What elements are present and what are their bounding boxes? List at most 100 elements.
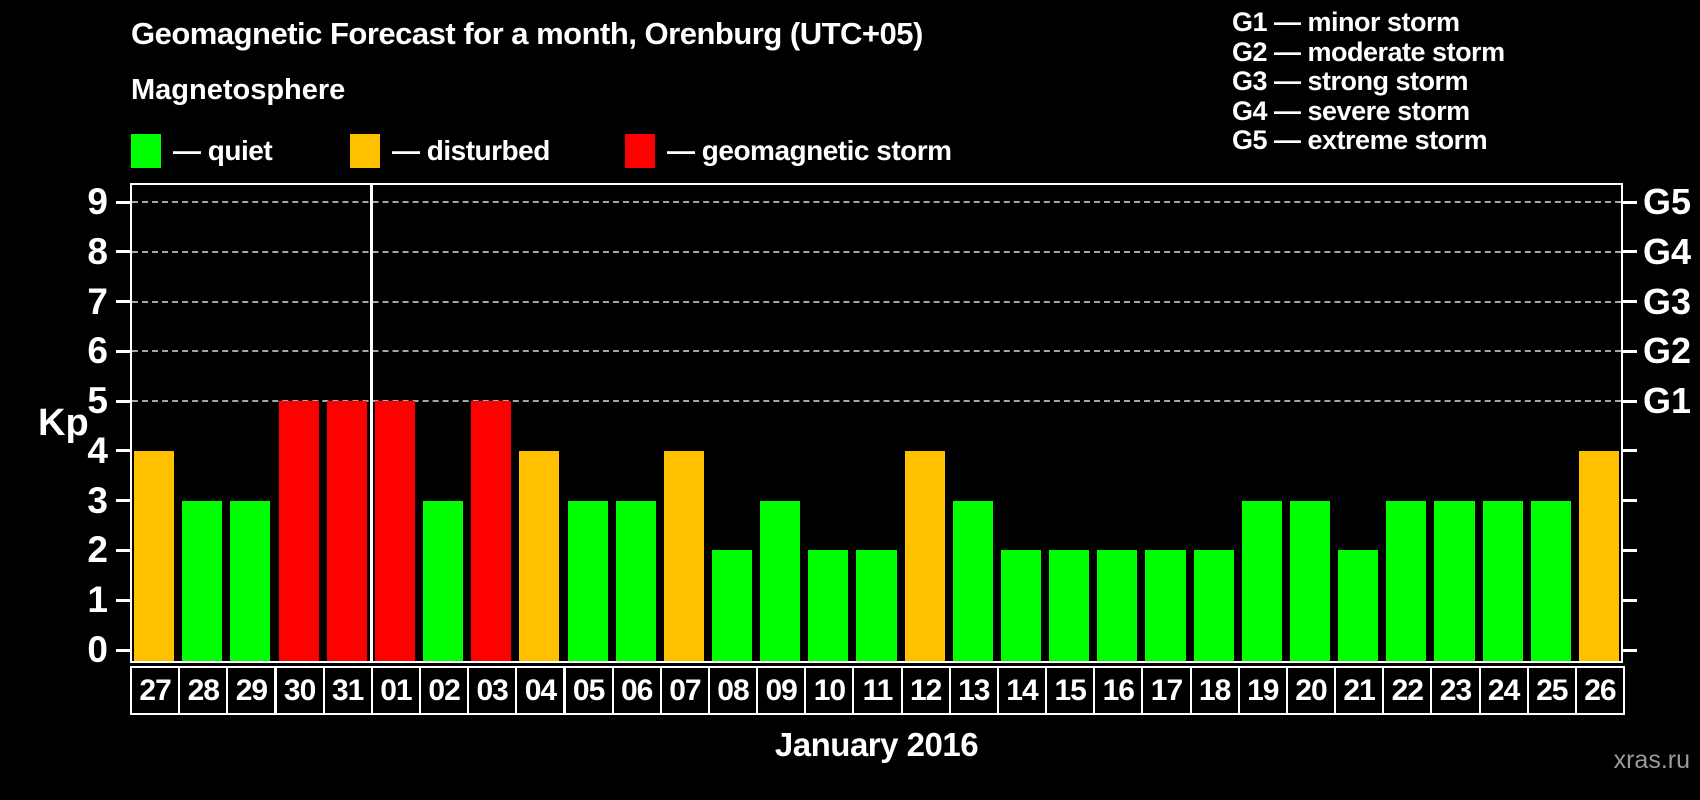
day-label: 03 [467,666,518,715]
kp-bar [904,450,945,661]
y-axis-tick [116,548,130,552]
y-axis-tick [116,648,130,652]
y-axis-tick [116,349,130,353]
kp-bar [471,401,512,661]
kp-gridline [132,350,1621,353]
kp-bar [1289,500,1331,661]
quiet-color-swatch [131,134,161,168]
kp-bar [567,500,608,661]
kp-bar [1530,500,1571,661]
day-label: 20 [1285,666,1337,715]
kp-bar [1145,550,1186,661]
g-scale-label: G3 [1643,280,1692,322]
disturbed-legend-label: — disturbed [392,135,550,166]
y-axis-tick [116,449,130,453]
kp-bar [134,450,175,661]
y-axis-tick-label: 2 [87,529,108,571]
quiet-legend-label: — quiet [173,135,273,166]
y-axis-tick-label: 9 [87,181,108,222]
y-axis-tick-right [1623,399,1637,403]
day-label: 16 [1093,666,1144,715]
day-label: 07 [659,666,710,715]
kp-bar [326,401,367,661]
day-label: 01 [370,666,421,715]
kp-bar [423,500,464,661]
y-axis-tick [116,598,130,602]
x-axis-title: January 2016 [774,726,979,763]
legend-item-disturbed: — disturbed [350,134,650,168]
g-scale-label: G2 [1643,330,1692,372]
day-label: 13 [948,666,999,715]
y-axis-tick [116,250,130,254]
g5-legend-line: G5 — extreme storm [1232,125,1488,156]
g-scale-label: G5 [1643,181,1692,222]
y-axis-tick-label: 7 [87,280,108,322]
day-label: 27 [130,666,181,715]
day-label: 08 [707,666,759,715]
y-axis-tick-label: 5 [87,380,108,422]
day-label: 24 [1478,666,1529,715]
y-axis-tick-label: 4 [87,429,108,471]
day-label: 19 [1237,666,1288,715]
kp-bar [1000,550,1042,661]
g-scale-legend: G1 — minor storm G2 — moderate storm G3 … [1232,7,1672,156]
y-axis-tick-label: 8 [87,230,108,272]
y-axis-tick-label: 0 [87,629,108,670]
day-label: 11 [852,666,903,715]
y-axis-tick-right [1623,349,1637,353]
y-axis-tick-label: 1 [87,579,108,621]
g3-legend-line: G3 — strong storm [1232,66,1469,97]
kp-bar [952,500,993,661]
legend-item-quiet: — quiet [131,134,391,168]
day-label: 17 [1141,666,1192,715]
day-label: 12 [900,666,951,715]
day-label: 23 [1430,666,1481,715]
kp-gridline [132,201,1621,203]
kp-gridline [132,400,1621,403]
y-axis-tick-right [1623,250,1637,254]
legend-item-storm: — geomagnetic storm [625,134,1045,168]
kp-bar [663,450,704,661]
kp-bar [519,450,560,661]
day-label: 30 [274,666,325,715]
day-label: 09 [756,666,807,715]
storm-legend-label: — geomagnetic storm [667,135,952,166]
kp-bar [711,550,753,661]
y-axis-tick-right [1623,300,1637,304]
month-separator-line [370,185,374,661]
g1-legend-line: G1 — minor storm [1232,7,1460,37]
kp-bar [182,500,223,661]
day-label: 04 [515,666,566,715]
y-axis-tick [116,399,130,403]
y-axis-tick-right [1623,499,1637,503]
day-label: 29 [226,666,277,715]
day-label: 10 [804,666,855,715]
kp-bar [760,500,801,661]
g-scale-label: G1 [1643,380,1692,422]
g-scale-label: G4 [1643,230,1692,272]
magnetosphere-label: Magnetosphere [131,74,346,106]
kp-bar [856,550,897,661]
y-axis-tick-right [1623,648,1637,652]
day-label: 18 [1189,666,1240,715]
day-label: 15 [1045,666,1096,715]
y-axis-tick-right [1623,449,1637,453]
g2-legend-line: G2 — moderate storm [1232,36,1505,67]
kp-bar [1482,500,1523,661]
watermark: xras.ru [1613,746,1690,774]
y-axis-tick [116,499,130,503]
storm-color-swatch [625,134,655,168]
y-axis-tick-label: 3 [87,479,108,521]
y-axis-tick-right [1623,548,1637,552]
kp-bar [1386,500,1427,661]
day-label: 06 [611,666,662,715]
y-axis-tick [116,200,130,204]
day-label: 14 [996,666,1048,715]
kp-bar [1049,550,1090,661]
kp-bar [1097,550,1138,661]
g4-legend-line: G4 — severe storm [1232,95,1470,126]
disturbed-color-swatch [350,134,380,168]
kp-gridline [132,300,1621,303]
day-label: 25 [1526,666,1577,715]
